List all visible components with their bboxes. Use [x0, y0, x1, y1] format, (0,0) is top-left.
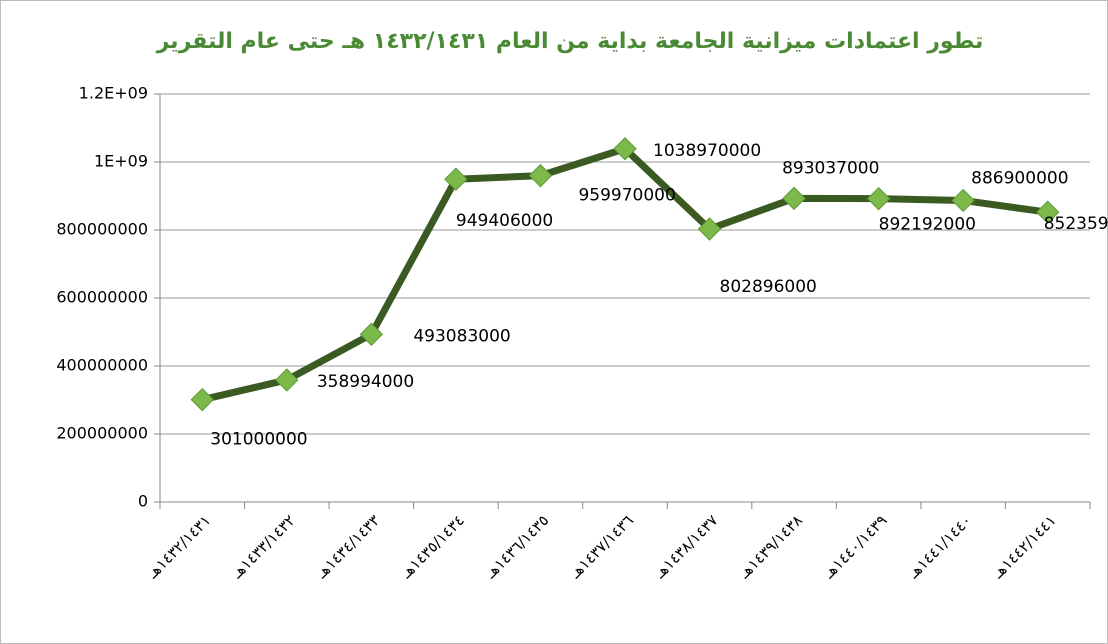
y-tick-label: 600000000 — [56, 288, 148, 307]
y-tick-label: 800000000 — [56, 220, 148, 239]
data-label: 852359000 — [1044, 214, 1108, 234]
chart-title: تطور اعتمادات ميزانية الجامعة بداية من ا… — [156, 29, 984, 54]
data-label: 886900000 — [971, 168, 1068, 188]
data-label: 949406000 — [456, 211, 553, 231]
data-label: 959970000 — [578, 186, 675, 206]
data-point — [359, 322, 384, 347]
data-point — [190, 387, 214, 412]
y-tick-label: 200000000 — [56, 424, 148, 443]
data-label: 892192000 — [879, 215, 976, 235]
data-point — [951, 188, 975, 213]
data-point — [782, 186, 806, 211]
y-tick-label: 400000000 — [56, 356, 148, 375]
y-tick-label: 0 — [138, 492, 148, 511]
data-label: 802896000 — [720, 277, 817, 297]
data-point — [697, 217, 722, 241]
data-point — [444, 167, 468, 191]
data-point — [866, 186, 891, 211]
data-point — [528, 163, 553, 188]
data-point — [613, 137, 637, 161]
y-tick-label: 1.2E+09 — [79, 84, 148, 103]
y-tick-label: 1E+09 — [94, 152, 148, 171]
data-label: 358994000 — [317, 372, 414, 392]
data-label: 301000000 — [210, 430, 307, 450]
data-label: 893037000 — [782, 158, 879, 178]
data-label: 493083000 — [413, 326, 510, 346]
data-point — [275, 368, 299, 392]
data-point — [1036, 200, 1060, 224]
data-label: 1038970000 — [653, 141, 761, 161]
